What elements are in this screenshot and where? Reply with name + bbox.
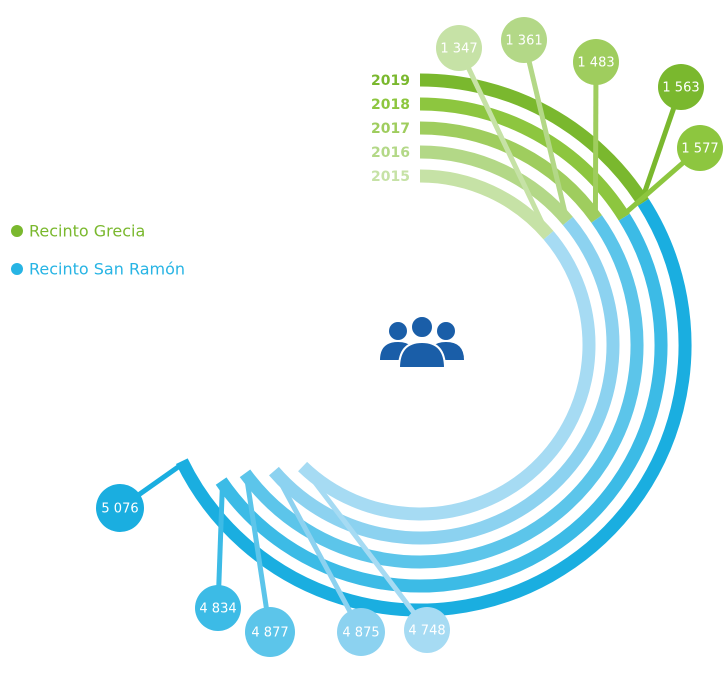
leader-line bbox=[301, 466, 429, 632]
legend-swatch bbox=[11, 263, 23, 275]
ring-segment bbox=[419, 73, 649, 206]
value-bubble bbox=[96, 484, 144, 532]
value-label: 1 361 bbox=[505, 34, 542, 49]
ring-segment bbox=[419, 169, 554, 240]
legend-label: Recinto San Ramón bbox=[29, 260, 185, 279]
legend-label: Recinto Grecia bbox=[29, 222, 145, 241]
year-label: 2015 bbox=[371, 169, 410, 185]
value-bubble bbox=[337, 608, 385, 656]
value-label: 1 577 bbox=[681, 142, 718, 157]
leader-line bbox=[521, 39, 570, 221]
value-bubble bbox=[404, 607, 450, 653]
ring-segment bbox=[419, 145, 573, 226]
legend-swatch bbox=[11, 225, 23, 237]
ring-segment bbox=[239, 215, 644, 569]
leader-line bbox=[243, 474, 273, 633]
value-bubble bbox=[245, 607, 295, 657]
ring-segment bbox=[419, 121, 602, 223]
ring-segment bbox=[215, 213, 668, 593]
value-bubble bbox=[195, 585, 241, 631]
value-label: 1 347 bbox=[440, 42, 477, 57]
value-label: 1 563 bbox=[662, 81, 699, 96]
value-label: 5 076 bbox=[101, 502, 138, 517]
ring-segment bbox=[175, 198, 692, 617]
leader-line bbox=[272, 471, 364, 634]
year-label: 2017 bbox=[371, 121, 410, 137]
value-label: 4 748 bbox=[408, 624, 445, 639]
year-label: 2019 bbox=[371, 73, 410, 89]
ring-segment bbox=[298, 231, 596, 521]
value-bubble bbox=[677, 125, 723, 171]
leader-line bbox=[456, 46, 550, 236]
ring-segment bbox=[419, 97, 630, 221]
value-bubble bbox=[436, 25, 482, 71]
leader-line bbox=[592, 61, 599, 218]
people-icon bbox=[380, 315, 464, 369]
value-label: 1 483 bbox=[577, 56, 614, 71]
year-label: 2018 bbox=[371, 97, 410, 113]
value-label: 4 877 bbox=[251, 626, 288, 641]
value-bubble bbox=[501, 17, 547, 63]
value-label: 4 875 bbox=[342, 626, 379, 641]
year-label: 2016 bbox=[371, 145, 410, 161]
value-bubble bbox=[658, 64, 704, 110]
value-bubble bbox=[573, 39, 619, 85]
value-label: 4 834 bbox=[199, 602, 236, 617]
